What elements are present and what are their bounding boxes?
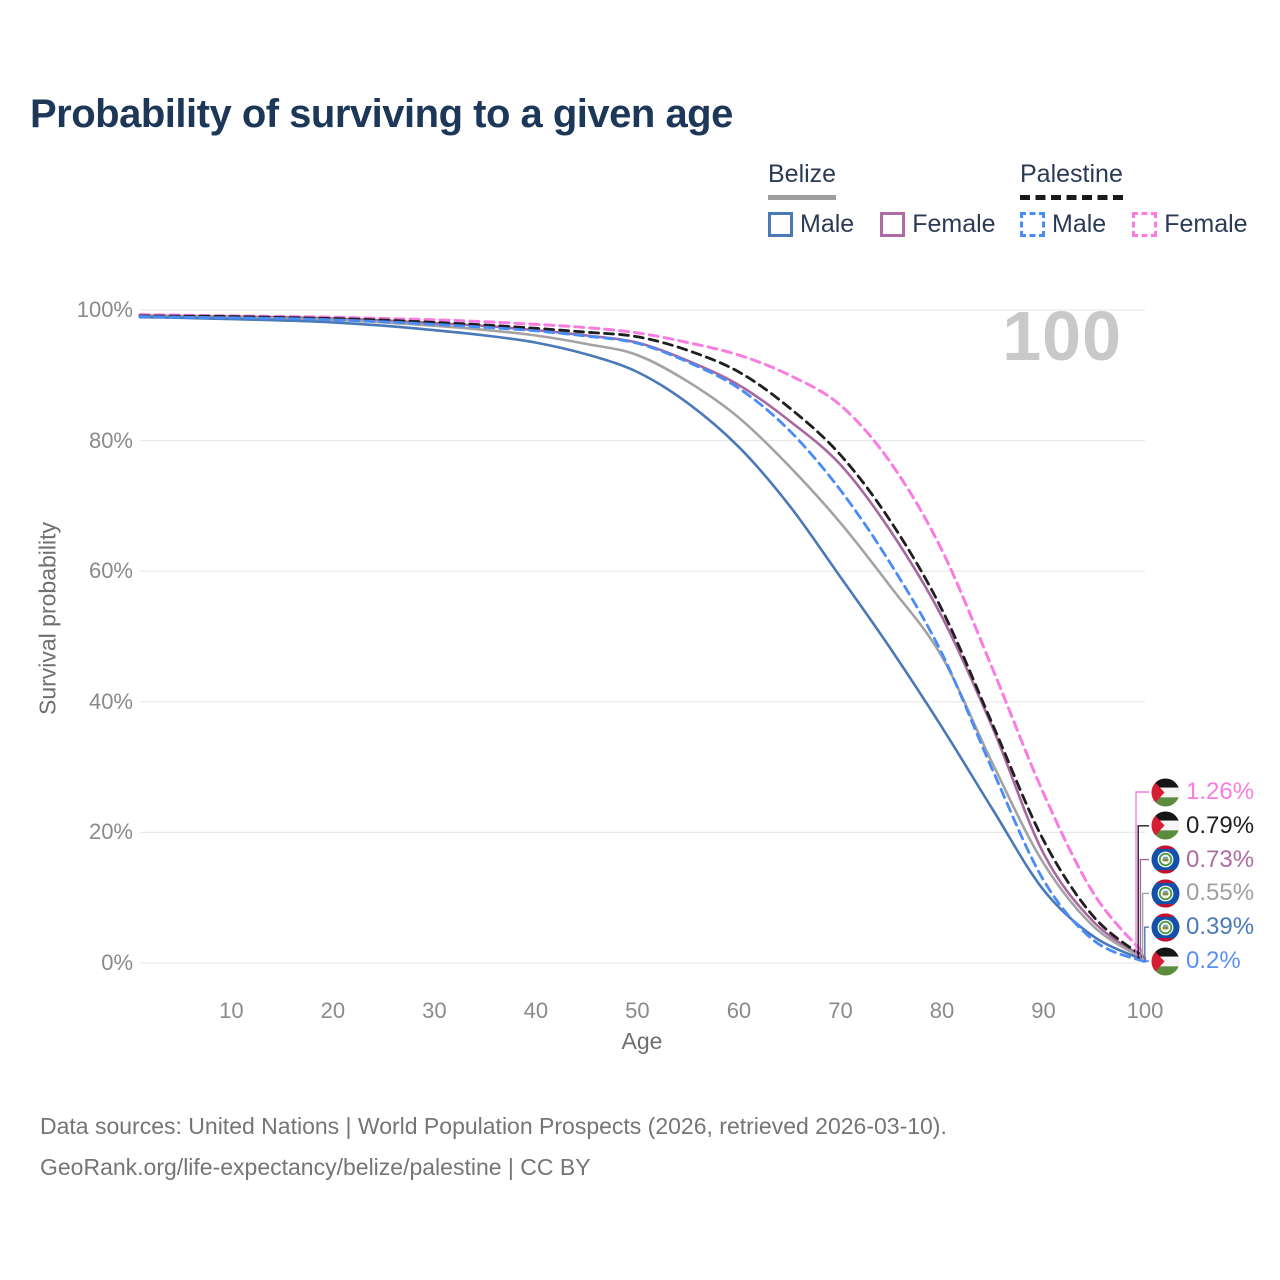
data-sources-line: Data sources: United Nations | World Pop…	[40, 1113, 947, 1139]
x-tick-60: 60	[726, 998, 752, 1023]
palestine-flag-icon	[1151, 811, 1180, 840]
end-label-palestine-male: 0.2%	[1151, 946, 1241, 976]
belize-flag-icon	[1151, 845, 1180, 874]
y-tick-80%: 80%	[88, 427, 133, 453]
end-connector-palestine-male	[1145, 960, 1149, 963]
legend-group-belize: Belize Male Female	[768, 160, 996, 239]
legend-item-label: Female	[912, 210, 996, 238]
palestine-flag-icon	[1151, 946, 1180, 976]
y-tick-40%: 40%	[88, 688, 133, 714]
belize-flag-icon	[1151, 913, 1180, 942]
x-axis-title: Age	[621, 1028, 663, 1054]
legend-country-palestine[interactable]: Palestine	[1020, 160, 1123, 200]
x-tick-50: 50	[625, 998, 650, 1023]
x-tick-90: 90	[1031, 998, 1056, 1023]
legend-group-palestine: Palestine Male Female	[1020, 160, 1248, 239]
y-tick-20%: 20%	[88, 819, 133, 845]
curve-belize-both-sexes	[138, 314, 1147, 961]
belize-flag-icon	[1151, 879, 1180, 908]
x-tick-30: 30	[422, 998, 447, 1023]
palestine-female-swatch-icon	[1132, 212, 1158, 237]
y-axis-title: Survival probability	[34, 521, 61, 716]
x-tick-20: 20	[320, 998, 346, 1023]
legend-item-label: Male	[1052, 210, 1107, 238]
legend-row-belize: Male Female	[768, 210, 996, 239]
x-tick-70: 70	[828, 998, 853, 1023]
y-tick-60%: 60%	[88, 558, 133, 584]
legend-item-belize-male[interactable]: Male	[768, 210, 854, 239]
legend-item-palestine-female[interactable]: Female	[1132, 210, 1248, 239]
legend-item-label: Male	[800, 210, 855, 238]
palestine-flag-icon	[1151, 777, 1180, 807]
x-tick-10: 10	[219, 998, 244, 1023]
end-connector-belize-both-sexes	[1141, 892, 1149, 961]
curve-palestine-both-sexes	[138, 314, 1147, 960]
attribution-line: GeoRank.org/life-expectancy/belize/pales…	[40, 1154, 591, 1180]
end-label-palestine-both-sexes: 0.79%	[1151, 811, 1254, 841]
end-label-belize-male: 0.39%	[1151, 912, 1254, 942]
curve-palestine-male	[138, 315, 1147, 964]
end-label-belize-both-sexes: 0.55%	[1151, 878, 1254, 908]
page-title: Probability of surviving to a given age	[30, 92, 733, 136]
end-value: 0.39%	[1186, 913, 1255, 941]
curve-belize-female	[138, 313, 1147, 960]
legend-item-belize-female[interactable]: Female	[880, 210, 996, 239]
belize-male-swatch-icon	[768, 212, 793, 237]
belize-female-swatch-icon	[880, 212, 906, 237]
legend-row-palestine: Male Female	[1020, 210, 1248, 239]
end-connector-belize-male	[1144, 926, 1149, 962]
footer: Data sources: United Nations | World Pop…	[40, 1106, 947, 1188]
x-tick-40: 40	[523, 998, 549, 1023]
palestine-male-swatch-icon	[1020, 212, 1045, 237]
end-value: 1.26%	[1186, 778, 1255, 805]
y-tick-100%: 100%	[76, 297, 133, 322]
legend-country-belize[interactable]: Belize	[768, 160, 837, 200]
end-value: 0.55%	[1186, 879, 1255, 907]
end-value: 0.73%	[1186, 845, 1255, 873]
end-label-belize-female: 0.73%	[1151, 845, 1254, 875]
end-value: 0.2%	[1186, 947, 1241, 974]
x-tick-100: 100	[1126, 998, 1164, 1023]
curve-palestine-female	[138, 313, 1147, 957]
end-label-palestine-female: 1.26%	[1151, 777, 1254, 807]
legend-item-palestine-male[interactable]: Male	[1020, 210, 1106, 239]
x-tick-80: 80	[929, 998, 955, 1023]
end-value: 0.79%	[1186, 811, 1255, 839]
y-tick-0%: 0%	[101, 950, 133, 975]
curve-belize-male	[138, 315, 1147, 962]
legend-item-label: Female	[1164, 210, 1248, 238]
